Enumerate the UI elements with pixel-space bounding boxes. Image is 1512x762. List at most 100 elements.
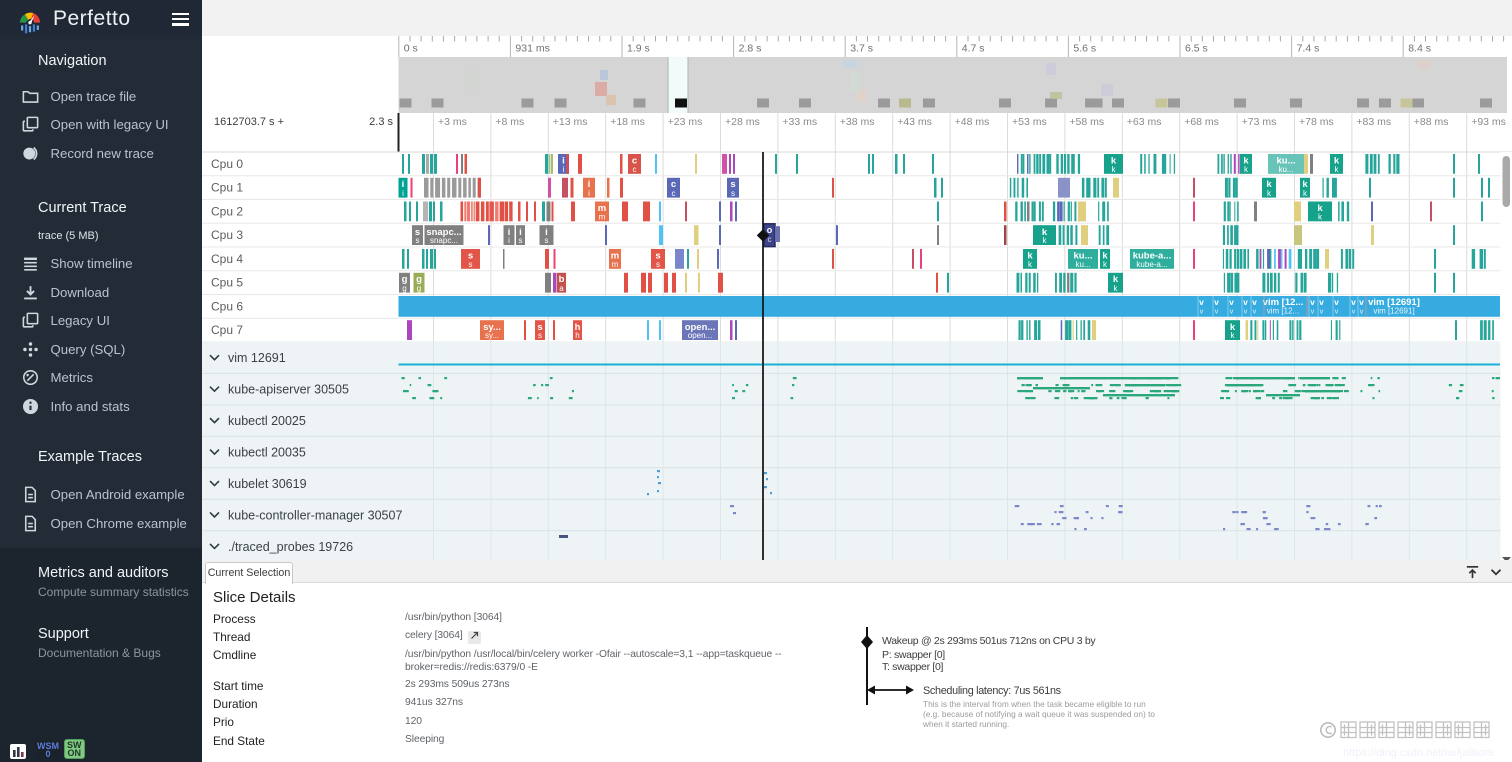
svg-text:g: g [402,274,408,285]
svg-text:Cpu 4: Cpu 4 [211,252,243,266]
svg-text:v: v [1214,297,1219,307]
svg-text:vim [12691]: vim [12691] [1373,307,1414,316]
svg-text:Cpu 5: Cpu 5 [211,276,243,290]
svg-text:ku...: ku... [1075,260,1090,269]
svg-text:+78 ms: +78 ms [1299,116,1334,128]
svg-text:vim [12691]: vim [12691] [1368,297,1420,308]
svg-text:s: s [545,236,549,245]
svg-text:when it started running.: when it started running. [922,719,1009,729]
svg-text:7.4 s: 7.4 s [1297,43,1320,55]
svg-text:open...: open... [685,322,716,333]
svg-text:a: a [559,284,564,293]
svg-text:+58 ms: +58 ms [1069,116,1104,128]
svg-text:5.6 s: 5.6 s [1073,43,1096,55]
svg-text:4.7 s: 4.7 s [962,43,985,55]
svg-text:c: c [632,156,637,167]
svg-text:s: s [730,179,735,190]
svg-text:+13 ms: +13 ms [553,116,588,128]
svg-text:+63 ms: +63 ms [1127,116,1162,128]
svg-text:i: i [519,227,522,238]
svg-text:open...: open... [688,331,712,340]
svg-text:kube-a...: kube-a... [1136,260,1167,269]
svg-text:i: i [563,165,565,174]
svg-text:+3 ms: +3 ms [438,116,467,128]
svg-text:kube-controller-manager 30507: kube-controller-manager 30507 [228,509,402,523]
svg-text:+93 ms: +93 ms [1471,116,1506,128]
svg-text:v: v [1229,297,1234,307]
svg-text:m: m [598,203,606,214]
svg-text:Cpu 7: Cpu 7 [211,323,243,337]
svg-text:+88 ms: +88 ms [1414,116,1449,128]
svg-text:+48 ms: +48 ms [955,116,990,128]
svg-text:1.9 s: 1.9 s [627,43,650,55]
svg-text:ku...: ku... [1276,156,1295,167]
svg-text:s: s [655,251,660,262]
svg-text:s: s [519,236,523,245]
svg-text:i: i [402,189,404,198]
svg-text:+73 ms: +73 ms [1242,116,1277,128]
svg-text:k: k [1244,165,1249,174]
svg-text:k: k [1243,156,1249,167]
svg-text:0 s: 0 s [404,43,418,55]
svg-text:Cpu 6: Cpu 6 [211,299,243,313]
svg-text:Cpu 3: Cpu 3 [211,228,243,242]
svg-text:931 ms: 931 ms [515,43,549,55]
svg-text:+83 ms: +83 ms [1356,116,1391,128]
svg-text:ku...: ku... [1278,165,1293,174]
svg-text:k: k [1102,251,1108,262]
svg-text:c: c [768,235,772,244]
svg-text:v: v [1253,307,1257,316]
svg-text:v: v [1351,297,1356,307]
svg-text:sy...: sy... [485,331,499,340]
svg-text:k: k [1111,156,1117,167]
svg-text:kubectl 20025: kubectl 20025 [228,414,306,428]
svg-text:k: k [1317,203,1323,214]
svg-text:k: k [1303,189,1308,198]
svg-text:s: s [656,260,660,269]
svg-text:1612703.7 s +: 1612703.7 s + [214,116,284,128]
svg-text:h: h [575,322,581,333]
svg-text:Cpu 2: Cpu 2 [211,204,243,218]
svg-text:v: v [1215,307,1219,316]
svg-text:3.7 s: 3.7 s [850,43,873,55]
svg-text:v: v [1319,297,1324,307]
svg-text:+68 ms: +68 ms [1184,116,1219,128]
svg-text:vim 12691: vim 12691 [228,351,286,365]
svg-text:i: i [588,189,590,198]
svg-text:k: k [1114,284,1119,293]
svg-text:Wakeup @ 2s 293ms 501us 712ns: Wakeup @ 2s 293ms 501us 712ns on CPU 3 b… [882,635,1096,647]
svg-text:v: v [1230,307,1234,316]
svg-text:c: c [671,179,676,190]
svg-text:s: s [468,251,473,262]
svg-text:v: v [1310,297,1315,307]
svg-text:+18 ms: +18 ms [610,116,645,128]
svg-text:+53 ms: +53 ms [1012,116,1047,128]
svg-text:h: h [575,331,579,340]
svg-text:k: k [1334,156,1340,167]
svg-text:vim [12...: vim [12... [1263,297,1304,308]
svg-text:kubelet 30619: kubelet 30619 [228,477,307,491]
svg-text:(e.g. because of notifying a w: (e.g. because of notifying a wait queue … [923,709,1155,719]
svg-text:sy...: sy... [483,322,501,333]
svg-text:ku...: ku... [1073,251,1092,262]
svg-text:k: k [1267,189,1272,198]
svg-text:v: v [1252,297,1257,307]
svg-text:k: k [1027,251,1033,262]
svg-text:+33 ms: +33 ms [782,116,817,128]
svg-text:https://ding.csdn.net/nefjails: https://ding.csdn.net/nefjailsons [1343,747,1494,759]
svg-text:v: v [1200,307,1204,316]
svg-text:v: v [1311,307,1315,316]
svg-text:k: k [1042,227,1048,238]
svg-text:+38 ms: +38 ms [840,116,875,128]
svg-text:c: c [672,189,676,198]
svg-text:k: k [1335,165,1340,174]
svg-text:v: v [1334,297,1339,307]
svg-text:v: v [1352,307,1356,316]
svg-text:This is the interval from when: This is the interval from when the task … [923,699,1146,709]
svg-text:v: v [1244,307,1248,316]
svg-text:v: v [1199,297,1204,307]
svg-text:snapc...: snapc... [426,227,461,238]
svg-text:kube-apiserver 30505: kube-apiserver 30505 [228,383,349,397]
svg-text:g: g [416,274,422,285]
svg-text:kubectl 20035: kubectl 20035 [228,446,306,460]
